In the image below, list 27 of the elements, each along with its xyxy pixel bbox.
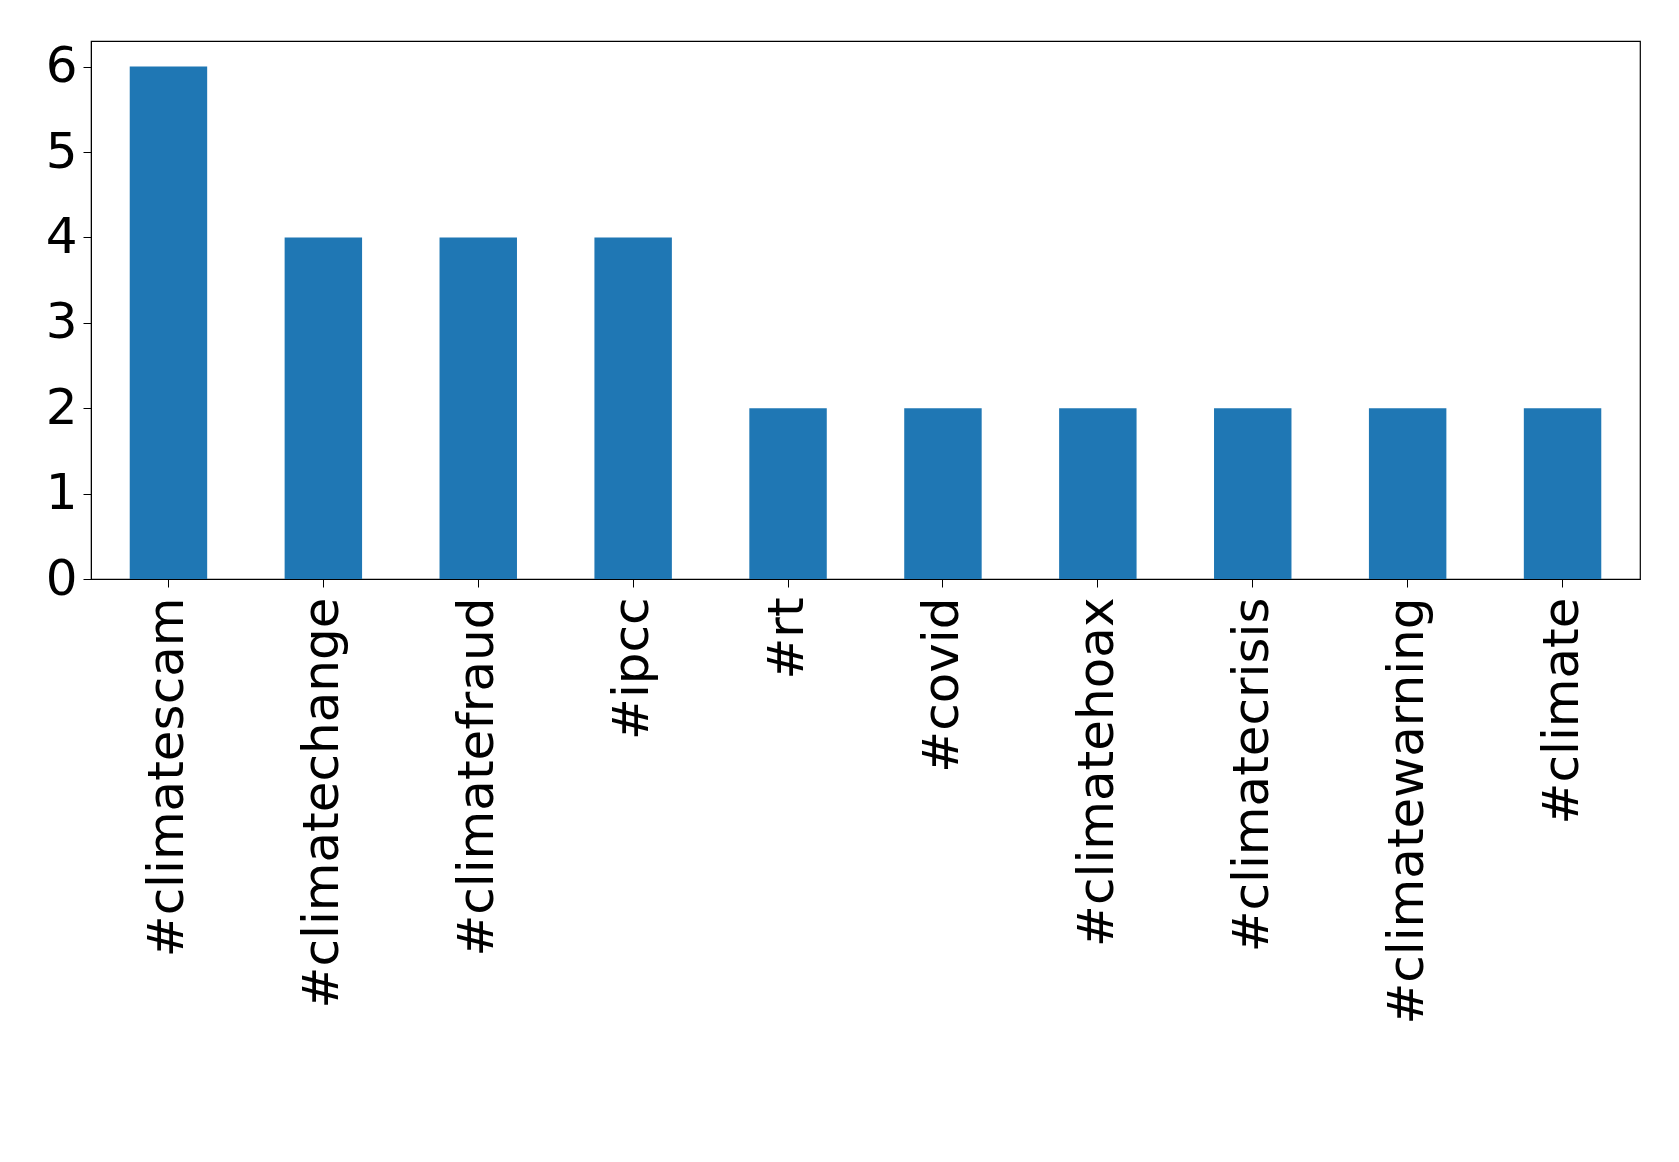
- bar: [749, 408, 827, 579]
- x-tick-label: #climatehoax: [1066, 597, 1125, 947]
- bar: [1523, 408, 1602, 579]
- x-tick-label: #climatecrisis: [1221, 597, 1280, 953]
- bar: [1368, 408, 1447, 579]
- bar: [129, 66, 208, 579]
- y-tick-label: 4: [45, 206, 78, 265]
- x-tick-label: #rt: [757, 597, 816, 680]
- bar: [1214, 408, 1292, 579]
- bar: [904, 408, 982, 579]
- bar: [594, 237, 672, 579]
- x-tick-label: #climatefraud: [447, 597, 506, 957]
- x-tick-label: #climate: [1531, 597, 1590, 825]
- y-tick-label: 5: [45, 121, 78, 180]
- y-tick-label: 0: [45, 548, 78, 607]
- y-tick-label: 1: [45, 463, 78, 522]
- x-tick-label: #climatescam: [137, 597, 196, 958]
- bar: [284, 237, 363, 579]
- x-tick-label: #covid: [911, 597, 970, 773]
- y-tick-label: 6: [45, 36, 78, 95]
- y-tick-label: 3: [45, 292, 78, 351]
- x-tick-label: #climatewarning: [1376, 597, 1435, 1025]
- bar: [1059, 408, 1137, 579]
- bar: [439, 237, 517, 579]
- x-tick-label: #climatechange: [292, 597, 351, 1009]
- y-tick-label: 2: [45, 377, 78, 436]
- x-tick-label: #ipcc: [602, 597, 661, 741]
